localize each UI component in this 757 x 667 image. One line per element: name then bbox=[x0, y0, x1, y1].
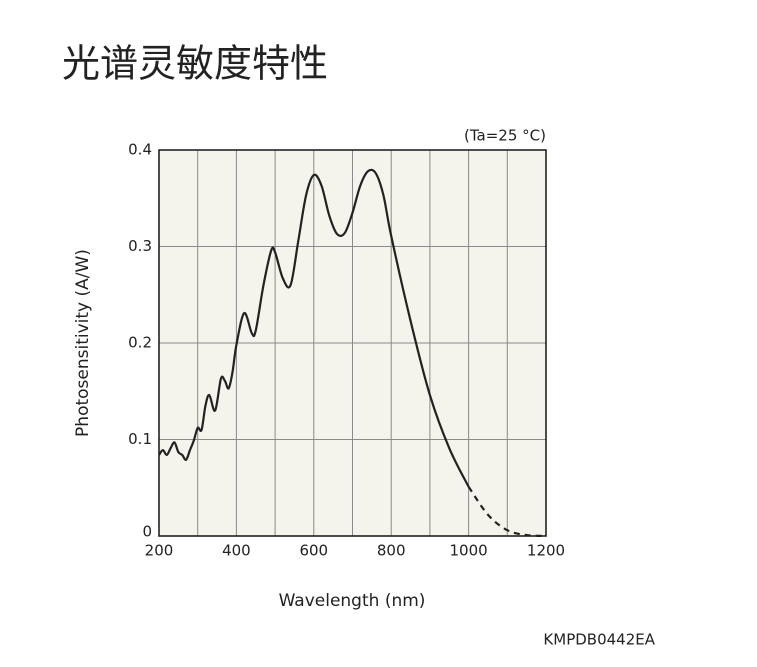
y-tick-label: 0.1 bbox=[128, 430, 152, 448]
x-axis-label: Wavelength (nm) bbox=[279, 591, 426, 611]
chart-title: 光谱灵敏度特性 bbox=[62, 42, 328, 86]
y-tick-label: 0 bbox=[142, 523, 152, 541]
figure-code: KMPDB0442EA bbox=[543, 631, 655, 649]
condition-note: (Ta=25 °C) bbox=[464, 127, 546, 145]
x-tick-label: 200 bbox=[145, 542, 174, 560]
y-axis-label: Photosensitivity (A/W) bbox=[73, 249, 93, 437]
y-tick-label: 0.3 bbox=[128, 237, 152, 255]
x-tick-label: 800 bbox=[377, 542, 406, 560]
plot-frame bbox=[158, 149, 547, 537]
y-tick-label: 0.4 bbox=[128, 141, 152, 159]
y-tick-label: 0.2 bbox=[128, 334, 152, 352]
x-tick-label: 400 bbox=[222, 542, 251, 560]
x-tick-label: 600 bbox=[299, 542, 328, 560]
x-tick-label: 1200 bbox=[527, 542, 565, 560]
data-line bbox=[158, 168, 470, 488]
x-tick-label: 1000 bbox=[450, 542, 488, 560]
data-line bbox=[467, 486, 547, 538]
